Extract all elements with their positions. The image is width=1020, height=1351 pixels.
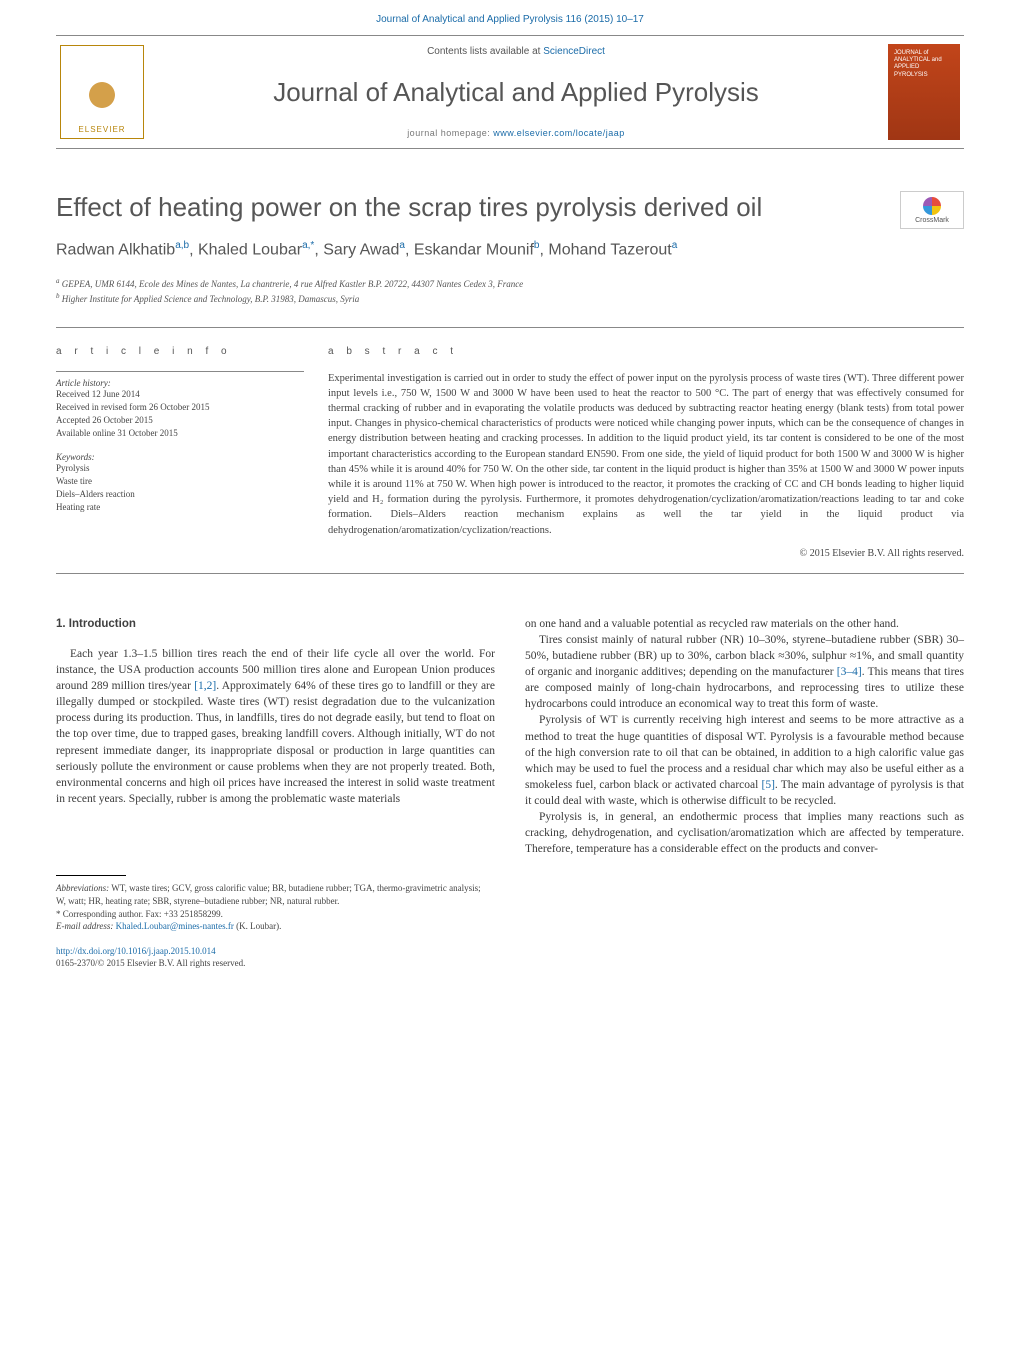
footnote-corresponding: * Corresponding author. Fax: +33 2518582… xyxy=(56,908,486,921)
ref-link[interactable]: [3–4] xyxy=(837,666,862,678)
history-accepted: Accepted 26 October 2015 xyxy=(56,414,304,427)
footnote-email: E-mail address: Khaled.Loubar@mines-nant… xyxy=(56,920,486,933)
elsevier-label: ELSEVIER xyxy=(78,125,125,134)
footnote-rule xyxy=(56,875,126,876)
affiliations: a GEPEA, UMR 6144, Ecole des Mines de Na… xyxy=(56,276,964,307)
crossmark-label: CrossMark xyxy=(915,217,949,224)
divider xyxy=(56,573,964,574)
journal-reference: Journal of Analytical and Applied Pyroly… xyxy=(0,0,1020,35)
ref-link[interactable]: [5] xyxy=(762,779,775,791)
column-left: 1. Introduction Each year 1.3–1.5 billio… xyxy=(56,616,495,857)
contents-line: Contents lists available at ScienceDirec… xyxy=(144,46,888,57)
crossmark-badge[interactable]: CrossMark xyxy=(900,191,964,229)
paragraph: on one hand and a valuable potential as … xyxy=(525,616,964,632)
authors: Radwan Alkhatiba,b, Khaled Loubara,*, Sa… xyxy=(56,239,964,262)
cover-line-3: APPLIED PYROLYSIS xyxy=(894,64,954,78)
header-bar: ELSEVIER Contents lists available at Sci… xyxy=(56,35,964,149)
body-columns: 1. Introduction Each year 1.3–1.5 billio… xyxy=(56,616,964,857)
keyword-1: Waste tire xyxy=(56,475,304,488)
journal-cover-icon: JOURNAL of ANALYTICAL and APPLIED PYROLY… xyxy=(888,44,960,140)
doi-block: http://dx.doi.org/10.1016/j.jaap.2015.10… xyxy=(56,945,964,970)
header-center: Contents lists available at ScienceDirec… xyxy=(144,36,888,148)
section-heading: 1. Introduction xyxy=(56,616,495,632)
crossmark-icon xyxy=(923,197,941,215)
history-block: Article history: Received 12 June 2014 R… xyxy=(56,371,304,440)
homepage-line: journal homepage: www.elsevier.com/locat… xyxy=(144,128,888,138)
keywords-block: Keywords: Pyrolysis Waste tire Diels–Ald… xyxy=(56,452,304,514)
affiliation-b: b Higher Institute for Applied Science a… xyxy=(56,291,964,307)
keyword-0: Pyrolysis xyxy=(56,462,304,475)
info-abstract-row: A R T I C L E I N F O Article history: R… xyxy=(56,346,964,559)
keyword-3: Heating rate xyxy=(56,501,304,514)
history-received: Received 12 June 2014 xyxy=(56,388,304,401)
cover-line-2: ANALYTICAL and xyxy=(894,57,954,64)
keyword-2: Diels–Alders reaction xyxy=(56,488,304,501)
keywords-label: Keywords: xyxy=(56,452,304,462)
article-title: Effect of heating power on the scrap tir… xyxy=(56,191,964,225)
doi-link[interactable]: http://dx.doi.org/10.1016/j.jaap.2015.10… xyxy=(56,946,216,956)
divider xyxy=(56,327,964,328)
sciencedirect-link[interactable]: ScienceDirect xyxy=(543,46,605,57)
homepage-prefix: journal homepage: xyxy=(407,128,493,138)
abstract-heading: A B S T R A C T xyxy=(328,346,964,357)
title-block: Effect of heating power on the scrap tir… xyxy=(56,191,964,307)
paragraph: Pyrolysis is, in general, an endothermic… xyxy=(525,809,964,857)
article-info-heading: A R T I C L E I N F O xyxy=(56,346,304,357)
paragraph: Pyrolysis of WT is currently receiving h… xyxy=(525,712,964,809)
abstract-copyright: © 2015 Elsevier B.V. All rights reserved… xyxy=(328,548,964,559)
contents-prefix: Contents lists available at xyxy=(427,46,543,57)
history-online: Available online 31 October 2015 xyxy=(56,427,304,440)
history-revised: Received in revised form 26 October 2015 xyxy=(56,401,304,414)
ref-link[interactable]: [1,2] xyxy=(194,680,216,692)
paragraph: Tires consist mainly of natural rubber (… xyxy=(525,632,964,712)
affiliation-a: a GEPEA, UMR 6144, Ecole des Mines de Na… xyxy=(56,276,964,292)
email-link[interactable]: Khaled.Loubar@mines-nantes.fr xyxy=(116,921,234,931)
column-right: on one hand and a valuable potential as … xyxy=(525,616,964,857)
homepage-link[interactable]: www.elsevier.com/locate/jaap xyxy=(493,128,625,138)
article-info: A R T I C L E I N F O Article history: R… xyxy=(56,346,304,559)
elsevier-tree-icon xyxy=(72,65,132,125)
footnotes: Abbreviations: WT, waste tires; GCV, gro… xyxy=(56,875,486,932)
abstract-body: Experimental investigation is carried ou… xyxy=(328,371,964,538)
paragraph: Each year 1.3–1.5 billion tires reach th… xyxy=(56,646,495,807)
history-label: Article history: xyxy=(56,378,304,388)
issn-copyright: 0165-2370/© 2015 Elsevier B.V. All right… xyxy=(56,958,245,968)
footnote-abbrev: Abbreviations: WT, waste tires; GCV, gro… xyxy=(56,882,486,907)
journal-name: Journal of Analytical and Applied Pyroly… xyxy=(144,77,888,108)
cover-line-1: JOURNAL of xyxy=(894,50,954,57)
elsevier-logo: ELSEVIER xyxy=(60,45,144,139)
abstract: A B S T R A C T Experimental investigati… xyxy=(328,346,964,559)
